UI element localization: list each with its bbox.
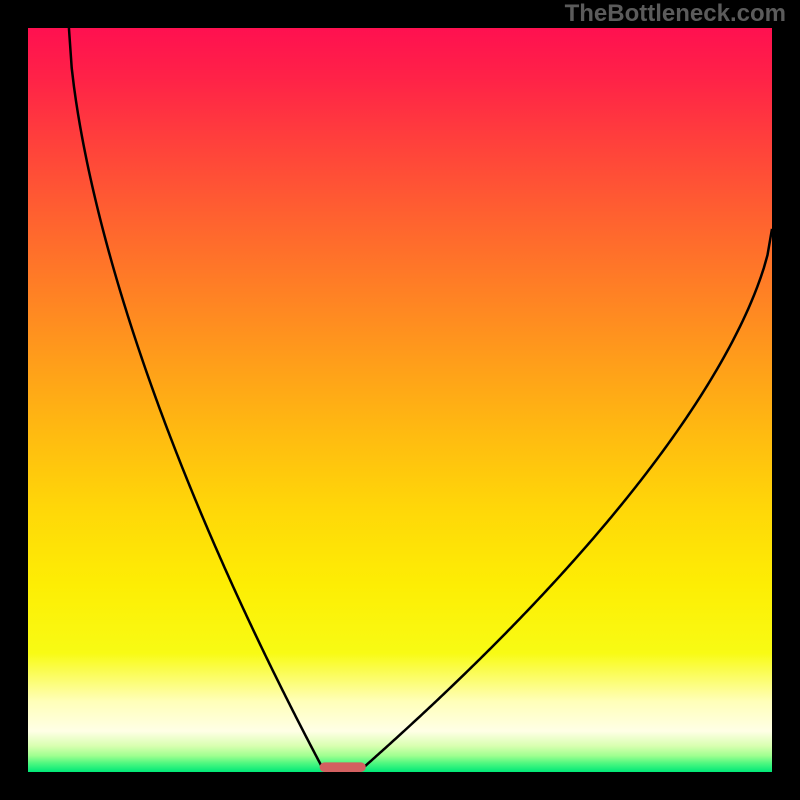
gradient-background bbox=[28, 28, 772, 772]
valley-marker bbox=[320, 762, 366, 772]
chart-container: TheBottleneck.com bbox=[0, 0, 800, 800]
watermark-text: TheBottleneck.com bbox=[565, 0, 786, 28]
bottleneck-chart-svg bbox=[0, 0, 800, 800]
